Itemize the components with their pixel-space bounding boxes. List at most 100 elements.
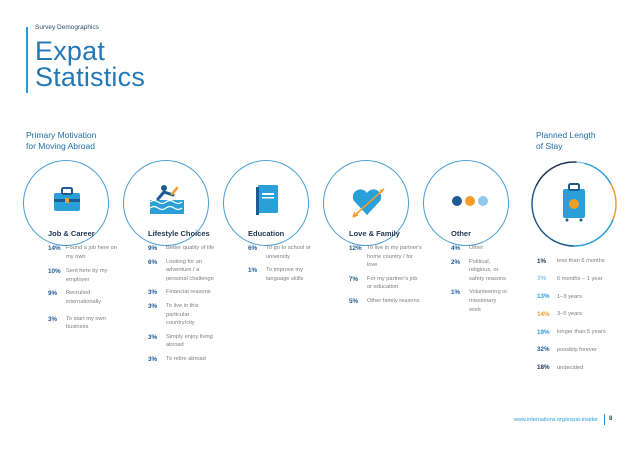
accent-bar: [26, 27, 28, 93]
planned-stay-ring: [531, 161, 617, 247]
category-item: 3% To start my own business: [48, 316, 138, 332]
book-icon: [256, 185, 278, 215]
item-description: Looking for an adventure / a personal ch…: [166, 258, 214, 282]
category-item: 4% Other: [451, 245, 531, 253]
item-percent: 5%: [349, 297, 359, 305]
item-percent: 12%: [349, 245, 362, 252]
stay-percent: 14%: [537, 310, 550, 318]
motivation-heading: Primary Motivation for Moving Abroad: [26, 130, 146, 152]
category-item: 14% Found a job here on my own: [48, 245, 138, 261]
category-title: Education: [248, 229, 285, 238]
motivation-heading-line-2: for Moving Abroad: [26, 141, 95, 151]
swimmer-icon: [149, 185, 184, 214]
item-description: Found a job here on my own: [66, 245, 117, 260]
item-description: Political, religious, or safety reasons: [469, 258, 506, 282]
item-percent: 9%: [48, 290, 58, 298]
stay-item: 3% 6 months – 1 year: [537, 274, 606, 284]
stay-item: 1% less than 6 months: [537, 256, 606, 266]
column-other: Other 4% Other 2% Political, religious, or s…: [451, 229, 531, 320]
item-description: To retire abroad: [166, 355, 206, 362]
stay-heading: Planned Length of Stay: [536, 130, 626, 152]
category-title: Other: [451, 229, 472, 238]
item-description: To improve my language skills: [266, 267, 304, 282]
item-percent: 3%: [148, 302, 158, 310]
category-item: 9% Recruited internationally: [48, 290, 138, 306]
page-title: Expat Statistics: [35, 36, 145, 91]
stay-description: 1–3 years: [557, 293, 582, 300]
category-item: 6% To go to school or university: [248, 245, 338, 261]
stay-item: 13% 1–3 years: [537, 292, 606, 302]
stay-percent: 19%: [537, 328, 550, 336]
item-percent: 1%: [451, 289, 461, 297]
briefcase-icon: [54, 187, 80, 211]
stay-percent: 13%: [537, 293, 550, 301]
category-item: 6% Looking for an adventure / a personal …: [148, 259, 238, 284]
item-description: Better quality of life: [166, 245, 215, 251]
category-item: 10% Sent here by my employer: [48, 268, 138, 284]
column-job-career: Job & Career 14% Found a job here on my ow…: [48, 229, 138, 338]
stay-heading-line-1: Planned Length: [536, 130, 596, 140]
stay-description: undecided: [557, 364, 584, 371]
love-family-circle: [323, 160, 409, 246]
category-item: 5% Other family reasons: [349, 298, 439, 306]
category-item: 3% To live in this particular country/cit…: [148, 303, 238, 328]
ring-segment: [535, 161, 575, 187]
item-percent: 3%: [148, 333, 158, 341]
category-title: Lifestyle Choices: [148, 229, 210, 238]
ring-segment: [610, 183, 617, 220]
footer-url[interactable]: www.internations.org/expat-insider: [513, 417, 598, 423]
item-description: Financial reasons: [166, 289, 211, 296]
category-item: 1% Volunteering or missionary work: [451, 289, 531, 314]
stay-item: 18% undecided: [537, 363, 606, 373]
item-description: To live in this particular country/city: [166, 302, 199, 327]
item-description: Other: [469, 245, 484, 251]
category-item: 7% For my partner's job or education: [349, 276, 439, 292]
item-percent: 3%: [148, 289, 158, 297]
item-percent: 3%: [48, 315, 58, 323]
item-description: Other family reasons: [367, 297, 420, 304]
column-love-family: Love & Family 12% To live in my partner's …: [349, 229, 439, 312]
item-description: To go to school or university: [266, 245, 311, 260]
item-description: Volunteering or missionary work: [469, 289, 508, 313]
category-item: 3% To retire abroad: [148, 356, 238, 364]
category-item: 2% Political, religious, or safety reason…: [451, 259, 531, 284]
category-item: 3% Financial reasons: [148, 289, 238, 297]
dots-icon: [452, 196, 488, 206]
category-title: Love & Family: [349, 229, 400, 238]
stay-heading-line-2: of Stay: [536, 141, 563, 151]
item-percent: 7%: [349, 275, 359, 283]
stay-percent: 18%: [537, 364, 550, 372]
stay-item: 14% 3–5 years: [537, 309, 606, 319]
ring-segment: [576, 161, 585, 165]
stay-percent: 1%: [537, 257, 547, 265]
stay-description: less than 6 months: [557, 258, 605, 264]
category-item: 3% Simply enjoy living abroad: [148, 334, 238, 350]
item-description: For my partner's job or education: [367, 275, 418, 291]
item-percent: 9%: [148, 245, 158, 252]
category-title: Job & Career: [48, 229, 95, 238]
column-lifestyle: Lifestyle Choices 9% Better quality of lif…: [148, 229, 238, 370]
item-description: Recruited internationally: [66, 290, 102, 305]
stay-description: longer than 5 years: [557, 329, 606, 336]
ring-segment: [584, 162, 612, 185]
stay-percent: 3%: [537, 275, 547, 283]
section-label: Survey Demographics: [35, 24, 99, 31]
planned-stay-list: 1% less than 6 months 3% 6 months – 1 year 1…: [537, 256, 606, 381]
category-item: 9% Better quality of life: [148, 245, 238, 253]
item-description: Simply enjoy living abroad: [166, 333, 213, 349]
other-circle: [423, 160, 509, 246]
item-percent: 2%: [451, 258, 461, 266]
category-item: 12% To live in my partner's home country …: [349, 245, 439, 270]
item-percent: 1%: [248, 267, 258, 275]
item-percent: 10%: [48, 268, 61, 276]
page-number: 8: [609, 416, 613, 422]
heart-arrow-icon: [352, 188, 385, 218]
item-description: To live in my partner's home country / f…: [367, 245, 422, 269]
stay-item: 32% possibly forever: [537, 345, 606, 355]
ring-segment: [573, 219, 614, 247]
category-item: 1% To improve my language skills: [248, 267, 338, 283]
item-description: Sent here by my employer: [66, 268, 108, 283]
stay-description: 3–5 years: [557, 311, 582, 318]
item-percent: 14%: [48, 245, 61, 252]
title-line-1: Expat: [35, 36, 106, 66]
